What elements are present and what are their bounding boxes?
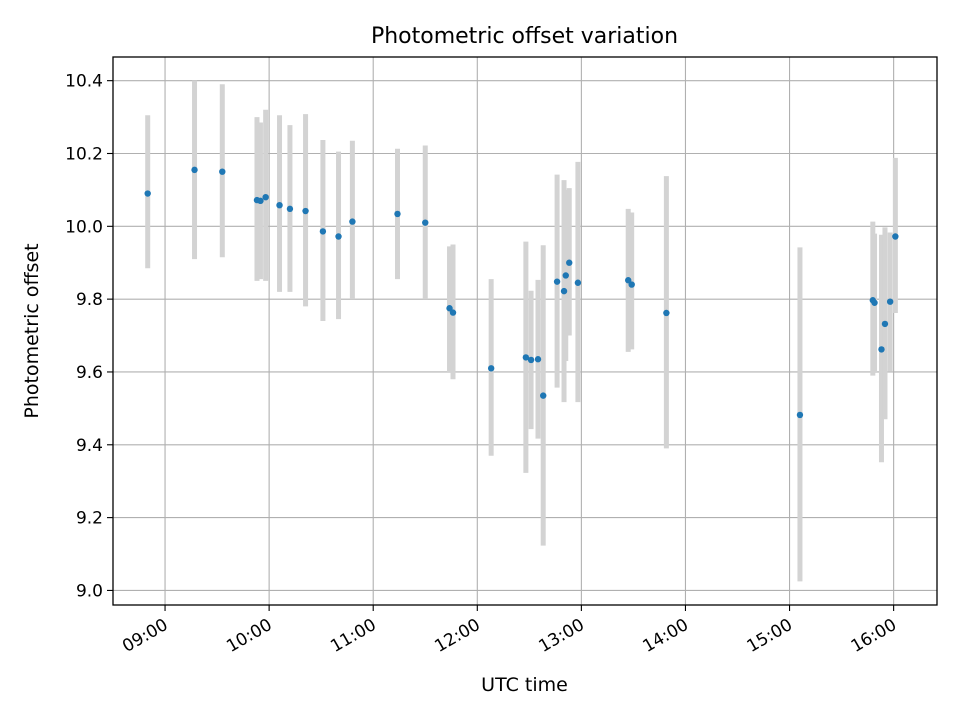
data-point <box>302 207 309 215</box>
chart-title: Photometric offset variation <box>371 24 678 49</box>
data-point <box>527 356 535 364</box>
data-point <box>796 411 804 419</box>
data-point <box>562 272 569 279</box>
data-point <box>871 299 878 306</box>
data-point <box>446 305 453 312</box>
y-tick-label: 9.2 <box>76 509 103 529</box>
y-tick-label: 10.0 <box>65 217 103 237</box>
data-point <box>886 298 894 305</box>
x-tick-label: 14:00 <box>640 615 692 657</box>
data-point <box>522 354 530 361</box>
data-point <box>892 233 899 240</box>
data-point <box>394 210 401 218</box>
data-point <box>422 219 429 226</box>
data-point <box>566 259 573 266</box>
y-tick-label: 9.8 <box>76 290 103 310</box>
y-tick-label: 9.0 <box>76 581 103 601</box>
data-point <box>487 365 495 372</box>
x-tick-label: 09:00 <box>119 615 171 657</box>
y-tick-label: 10.2 <box>65 144 103 164</box>
data-point <box>881 320 889 328</box>
data-point <box>335 233 342 240</box>
data-point <box>534 356 542 363</box>
data-point <box>276 201 283 209</box>
data-point <box>349 218 356 225</box>
data-points <box>144 166 899 419</box>
data-point <box>286 205 294 213</box>
data-point <box>540 392 547 399</box>
data-point <box>625 277 632 284</box>
data-point <box>878 346 885 353</box>
x-tick-label: 10:00 <box>223 615 275 657</box>
x-tick-label: 12:00 <box>431 615 483 657</box>
x-tick-label: 13:00 <box>535 615 587 657</box>
x-tick-label: 16:00 <box>848 615 900 657</box>
x-axis-label: UTC time <box>481 674 568 696</box>
data-point <box>219 168 226 175</box>
data-point <box>262 193 269 201</box>
data-point <box>257 197 264 205</box>
data-point <box>553 278 561 285</box>
x-tick-label: 11:00 <box>327 615 379 657</box>
data-point <box>144 190 151 197</box>
y-axis-label: Photometric offset <box>21 243 43 418</box>
y-tick-label: 9.6 <box>76 363 103 383</box>
data-point <box>319 228 327 235</box>
data-point <box>574 279 582 286</box>
x-axis-ticks: 09:00 10:00 11:00 12:00 13:00 14:00 15:00 16:00 <box>119 605 900 657</box>
x-tick-label: 15:00 <box>744 615 796 657</box>
data-point <box>628 281 635 288</box>
y-tick-label: 9.4 <box>76 436 103 456</box>
y-axis-ticks: 9.0 9.2 9.4 9.6 9.8 10.0 10.2 10.4 <box>65 72 113 601</box>
data-point <box>449 309 457 316</box>
data-point <box>663 309 670 317</box>
y-tick-label: 10.4 <box>65 72 103 92</box>
data-point <box>560 287 568 295</box>
error-bars <box>145 80 898 582</box>
data-point <box>191 166 198 174</box>
plot-frame <box>112 56 938 606</box>
